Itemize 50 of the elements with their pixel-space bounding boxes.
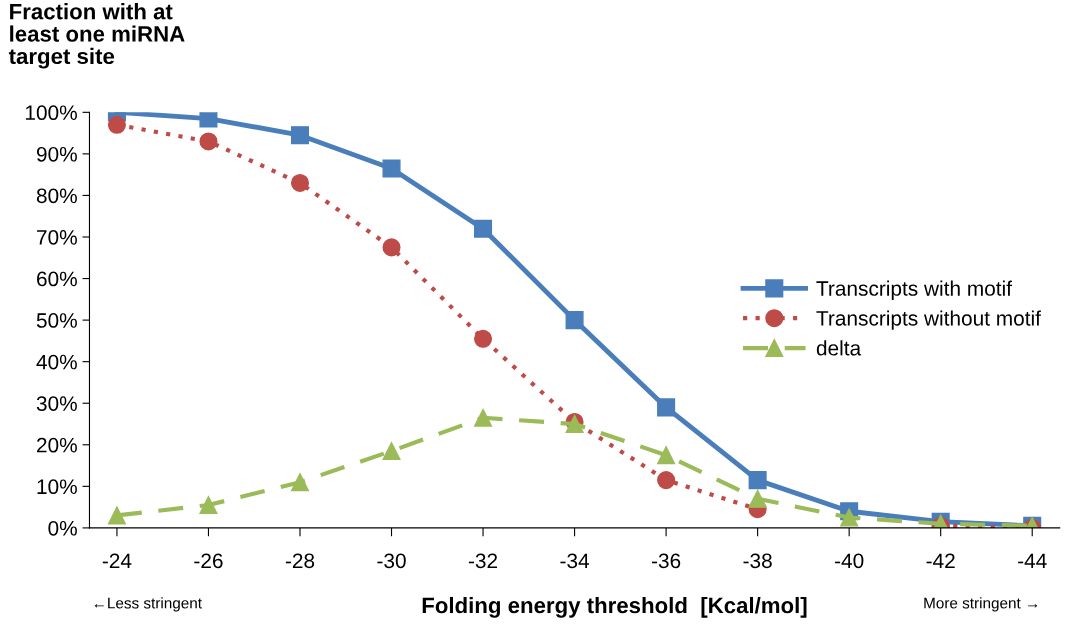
point <box>199 132 218 151</box>
y-tick-label: 100% <box>25 105 77 121</box>
point <box>474 329 493 348</box>
point <box>199 496 218 515</box>
x-tick-label: -30 <box>377 553 406 569</box>
text: ←Less stringent <box>94 597 202 612</box>
text: More stringent → <box>924 597 1038 612</box>
point <box>748 489 767 508</box>
point <box>565 311 584 330</box>
x-tick-label: -40 <box>835 553 864 569</box>
x-tick-label: -24 <box>102 553 132 568</box>
y-tick-label: 30% <box>36 396 77 411</box>
point <box>748 471 767 490</box>
x-tick-label: -32 <box>468 553 498 569</box>
x-tick-label: -42 <box>926 553 955 568</box>
point <box>474 408 493 427</box>
point <box>657 398 676 417</box>
point <box>107 115 126 134</box>
x-tick-label: -44 <box>1018 553 1047 568</box>
point <box>290 126 310 145</box>
point <box>840 508 859 527</box>
y-tick-label: 90% <box>36 146 77 162</box>
point <box>382 441 401 461</box>
x-tick-label: -36 <box>651 553 681 569</box>
y-tick-label: 0% <box>48 520 77 536</box>
x-tick-label: -34 <box>560 553 590 569</box>
legend-label: Transcripts without motif <box>816 310 1041 330</box>
point <box>107 506 126 525</box>
y-tick-label: 20% <box>37 437 77 453</box>
point <box>657 471 676 490</box>
y-tick-label: 70% <box>37 230 77 245</box>
y-tick-label: 40% <box>36 354 77 370</box>
y-axis-title: Fraction with at least one miRNA target site <box>8 3 185 69</box>
point <box>474 219 493 238</box>
point <box>382 159 401 178</box>
x-tick-label: -26 <box>194 553 223 569</box>
y-tick-label: 50% <box>36 313 77 328</box>
x-tick-label: -28 <box>285 553 315 569</box>
x-axis-title: Folding energy threshold [Kcal/mol] <box>422 596 807 618</box>
y-tick-label: 60% <box>37 271 77 287</box>
x-tick-label: -38 <box>743 553 772 569</box>
y-tick-label: 10% <box>37 479 77 495</box>
point <box>199 112 218 128</box>
legend-label: delta <box>816 340 862 356</box>
point <box>382 238 401 257</box>
y-tick-label: 80% <box>36 188 77 204</box>
point <box>657 446 676 465</box>
point <box>290 173 310 192</box>
point <box>290 473 310 492</box>
legend-label: Transcripts with motif <box>816 280 1013 300</box>
